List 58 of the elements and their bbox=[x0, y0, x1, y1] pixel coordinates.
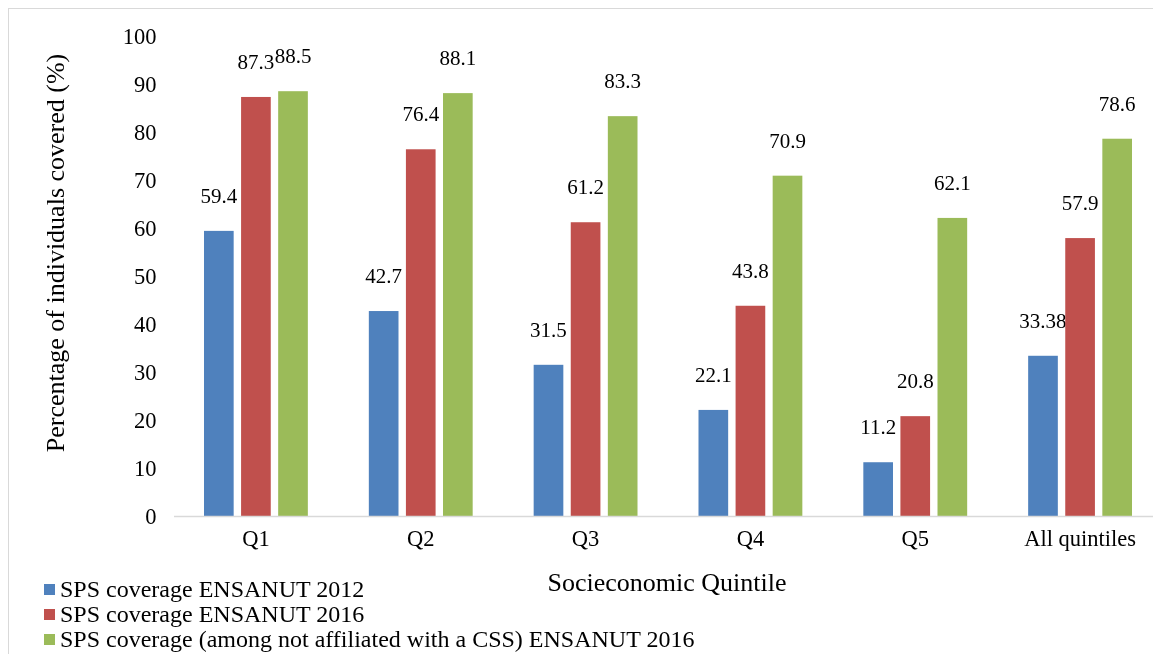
legend-label: SPS coverage ENSANUT 2016 bbox=[60, 601, 365, 627]
bar bbox=[863, 462, 893, 516]
x-tick-label: Q4 bbox=[736, 525, 765, 551]
data-label: 33.38 bbox=[1019, 308, 1067, 333]
data-label: 87.3 bbox=[237, 49, 275, 74]
x-tick-label: Q3 bbox=[571, 525, 600, 551]
bar bbox=[241, 96, 271, 516]
bar bbox=[533, 364, 564, 516]
x-tick-label: All quintiles bbox=[1024, 525, 1137, 551]
y-tick-label: 40 bbox=[134, 311, 157, 337]
data-label: 83.3 bbox=[604, 69, 642, 94]
y-axis-title: Percentage of individuals covered (%) bbox=[41, 53, 70, 453]
y-tick-label: 0 bbox=[145, 503, 157, 529]
bar bbox=[735, 305, 766, 516]
data-label: 78.6 bbox=[1098, 91, 1136, 116]
y-tick-label: 80 bbox=[134, 119, 157, 145]
data-label: 57.9 bbox=[1061, 191, 1099, 216]
y-tick-label: 50 bbox=[134, 263, 157, 289]
bar bbox=[1065, 238, 1095, 516]
data-label: 43.8 bbox=[732, 258, 769, 283]
bar bbox=[203, 230, 234, 516]
data-label: 11.2 bbox=[860, 415, 897, 440]
data-label: 88.5 bbox=[274, 44, 312, 69]
x-tick-label: Q1 bbox=[242, 525, 270, 551]
bar bbox=[900, 416, 931, 516]
x-axis-title: Socieconomic Quintile bbox=[547, 568, 787, 597]
data-label: 31.5 bbox=[530, 317, 567, 342]
data-label: 42.7 bbox=[365, 264, 403, 289]
bar bbox=[368, 311, 399, 516]
data-label: 76.4 bbox=[402, 102, 440, 127]
y-tick-label: 20 bbox=[134, 407, 157, 433]
bar bbox=[405, 149, 436, 516]
y-tick-label: 60 bbox=[134, 215, 157, 241]
bar bbox=[937, 217, 968, 516]
data-label: 88.1 bbox=[439, 46, 477, 71]
bar bbox=[607, 116, 638, 516]
bar bbox=[1028, 355, 1058, 516]
y-tick-label: 70 bbox=[134, 167, 157, 193]
bar bbox=[278, 91, 308, 516]
bar bbox=[772, 175, 803, 516]
data-label: 61.2 bbox=[567, 175, 604, 200]
x-tick-label: Q5 bbox=[901, 525, 929, 551]
bar bbox=[443, 93, 473, 516]
y-tick-label: 10 bbox=[134, 455, 157, 481]
legend-label: SPS coverage ENSANUT 2012 bbox=[60, 576, 365, 602]
data-label: 62.1 bbox=[933, 170, 971, 195]
legend-label: SPS coverage (among not affiliated with a CSS) ENSANUT 2016 bbox=[60, 626, 695, 652]
data-label: 22.1 bbox=[694, 362, 732, 387]
y-tick-label: 100 bbox=[122, 23, 157, 49]
y-tick-label: 90 bbox=[134, 71, 157, 97]
y-tick-label: 30 bbox=[134, 359, 157, 385]
data-label: 59.4 bbox=[200, 183, 238, 208]
bar bbox=[570, 222, 601, 516]
data-label: 70.9 bbox=[769, 128, 806, 153]
data-label: 20.8 bbox=[896, 369, 934, 394]
x-tick-label: Q2 bbox=[407, 525, 435, 551]
bar bbox=[698, 409, 729, 516]
bar bbox=[1102, 138, 1133, 516]
